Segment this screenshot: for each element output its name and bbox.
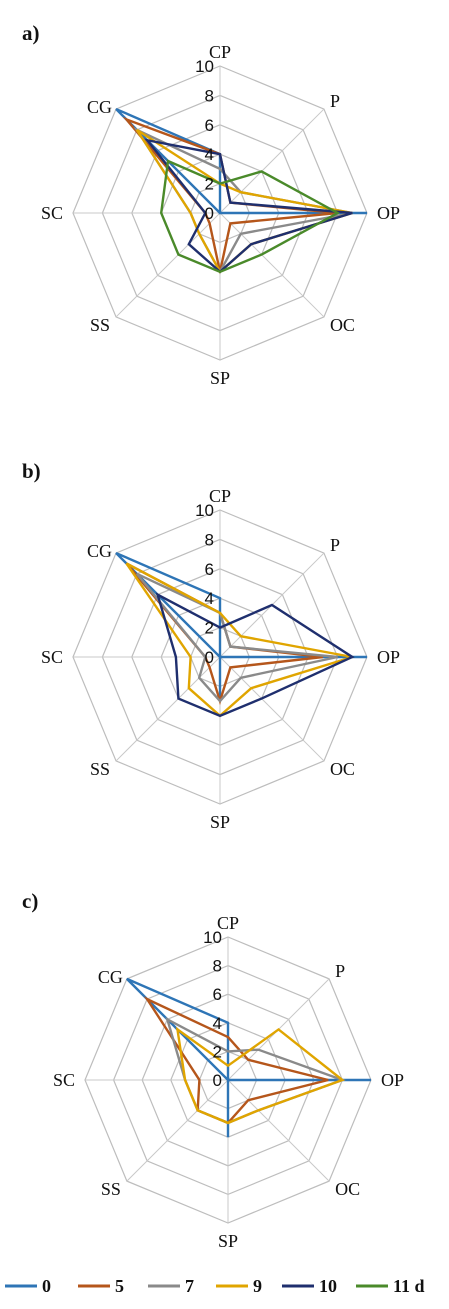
series-0	[126, 977, 371, 1138]
series-7	[135, 572, 338, 703]
axis-label-p: P	[330, 535, 340, 555]
legend-label: 5	[115, 1276, 124, 1296]
legend: 0 5 7 9 10 11 d	[5, 1276, 425, 1296]
axis-label-cg: CG	[87, 97, 112, 117]
axis-spoke	[126, 1079, 229, 1182]
legend-item-9: 9	[216, 1276, 262, 1296]
axis-label-oc: OC	[330, 759, 355, 779]
panel-letter: b)	[22, 459, 41, 483]
axis-label-oc: OC	[330, 315, 355, 335]
legend-label: 7	[185, 1276, 194, 1296]
tick-label: 6	[205, 116, 214, 135]
tick-label: 8	[205, 86, 214, 105]
tick-label: 0	[213, 1071, 222, 1090]
axis-label-sp: SP	[210, 368, 230, 388]
legend-label: 0	[42, 1276, 51, 1296]
axis-spoke	[219, 108, 325, 214]
axis-label-ss: SS	[90, 759, 110, 779]
legend-item-7: 7	[148, 1276, 194, 1296]
tick-label: 2	[205, 175, 214, 194]
axis-label-sp: SP	[210, 812, 230, 832]
axis-spoke	[219, 212, 325, 318]
axis-label-sc: SC	[41, 203, 63, 223]
tick-label: 6	[213, 985, 222, 1004]
axis-label-cp: CP	[209, 486, 231, 506]
series-0	[115, 107, 367, 215]
legend-item-5: 5	[78, 1276, 124, 1296]
legend-item-0: 0	[5, 1276, 51, 1296]
axis-spoke	[219, 656, 325, 762]
axis-label-p: P	[335, 961, 345, 981]
tick-label: 2	[205, 619, 214, 638]
axis-spoke	[227, 1079, 330, 1182]
legend-item-11-d: 11 d	[356, 1276, 425, 1296]
legend-label: 10	[319, 1276, 337, 1296]
tick-label: 10	[195, 57, 214, 76]
panel-letter: c)	[22, 889, 38, 913]
tick-label: 4	[205, 145, 214, 164]
axis-label-ss: SS	[101, 1179, 121, 1199]
tick-label: 2	[213, 1042, 222, 1061]
tick-label: 8	[205, 530, 214, 549]
axis-spoke	[115, 656, 221, 762]
tick-label: 6	[205, 560, 214, 579]
axis-label-sc: SC	[53, 1070, 75, 1090]
legend-item-10: 10	[282, 1276, 337, 1296]
tick-label: 0	[205, 204, 214, 223]
tick-label: 4	[205, 589, 214, 608]
axis-label-ss: SS	[90, 315, 110, 335]
series-9	[125, 562, 353, 718]
axis-label-op: OP	[377, 203, 400, 223]
panel-letter: a)	[22, 21, 40, 45]
legend-label: 9	[253, 1276, 262, 1296]
axis-label-oc: OC	[335, 1179, 360, 1199]
axis-label-cp: CP	[209, 42, 231, 62]
axis-label-cp: CP	[217, 913, 239, 933]
series-11-d	[159, 159, 341, 274]
tick-label: 10	[195, 501, 214, 520]
legend-label: 11 d	[393, 1276, 425, 1296]
tick-label: 0	[205, 648, 214, 667]
tick-label: 4	[213, 1014, 222, 1033]
axis-label-op: OP	[381, 1070, 404, 1090]
series-9	[175, 1026, 345, 1125]
axis-label-cg: CG	[98, 967, 123, 987]
axis-label-cg: CG	[87, 541, 112, 561]
series-10	[155, 592, 355, 718]
axis-label-sp: SP	[218, 1231, 238, 1251]
tick-label: 8	[213, 957, 222, 976]
axis-label-sc: SC	[41, 647, 63, 667]
axis-label-p: P	[330, 91, 340, 111]
tick-label: 10	[203, 928, 222, 947]
axis-label-op: OP	[377, 647, 400, 667]
axis-spoke	[115, 212, 221, 318]
